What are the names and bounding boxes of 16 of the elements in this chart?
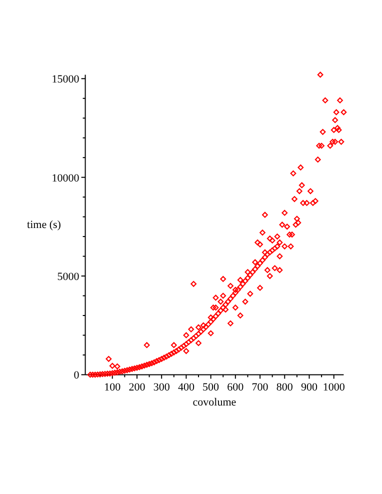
x-tick-label: 300 — [153, 382, 170, 394]
x-tick-label: 1000 — [322, 382, 346, 394]
x-tick-label: 800 — [276, 382, 294, 394]
y-tick-label: 5000 — [57, 271, 80, 284]
x-tick-label: 200 — [128, 382, 146, 394]
x-tick-label: 400 — [178, 382, 195, 394]
x-tick-label: 600 — [227, 382, 244, 394]
x-tick-label: 900 — [300, 382, 318, 394]
x-axis-title: covolume — [192, 396, 236, 409]
x-tick-label: 500 — [202, 382, 220, 394]
y-tick-label: 15000 — [52, 74, 80, 86]
y-tick-label: 10000 — [52, 172, 80, 184]
y-axis-title: time (s) — [27, 219, 62, 231]
y-tick-label: 0 — [74, 370, 80, 382]
x-tick-label: 100 — [104, 382, 122, 394]
x-tick-label: 700 — [252, 382, 269, 394]
